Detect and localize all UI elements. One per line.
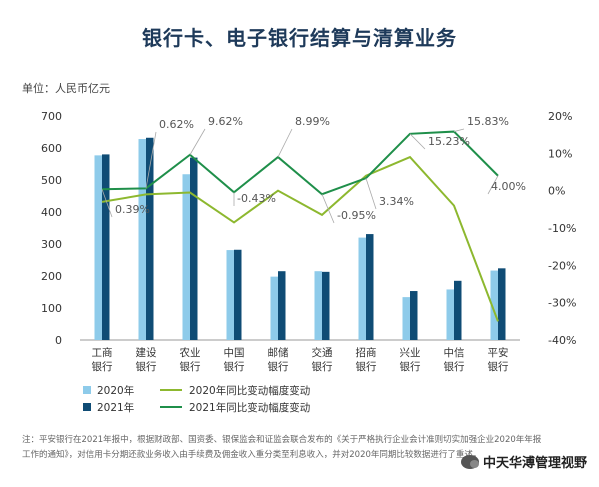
legend-label: 2021年同比变动幅度变动 [189, 401, 310, 414]
bar-2020 [138, 139, 146, 340]
bar-2020 [490, 270, 498, 340]
data-label: 4.00% [491, 180, 526, 193]
x-tick-label: 建设银行 [136, 346, 157, 373]
y-right-tick-label: -10% [548, 222, 576, 235]
y-left-tick-label: 500 [41, 174, 62, 187]
data-label: 15.23% [428, 135, 470, 148]
data-label: -0.95% [337, 209, 376, 222]
bar-2020 [94, 155, 102, 340]
x-tick-label: 农业银行 [180, 346, 201, 373]
bar-2021 [234, 249, 242, 340]
bar-2020 [402, 297, 410, 340]
bar-2021 [146, 137, 154, 340]
y-left-tick-label: 700 [41, 110, 62, 123]
legend-label: 2021年 [97, 401, 134, 414]
data-label-leader [101, 189, 113, 218]
x-tick-label: 招商银行 [356, 346, 377, 373]
bar-2020 [314, 271, 322, 340]
y-right-tick-label: -20% [548, 259, 576, 272]
legend-swatch-2020 [83, 386, 91, 394]
legend-swatch-2021 [83, 403, 91, 411]
y-left-tick-label: 600 [41, 142, 62, 155]
bar-2021 [366, 234, 374, 340]
bar-2021 [278, 271, 286, 340]
data-label-leader [453, 128, 465, 132]
chart-title: 银行卡、电子银行结算与清算业务 [142, 26, 457, 50]
x-tick-label: 邮储银行 [268, 346, 289, 373]
data-label: 8.99% [295, 115, 330, 128]
legend-label: 2020年 [97, 384, 134, 397]
line-2021 [101, 130, 499, 196]
data-label-leader [321, 194, 335, 224]
x-tick-label: 平安银行 [488, 346, 509, 373]
data-label: 15.83% [467, 115, 509, 128]
x-tick-label: 工商银行 [92, 346, 113, 373]
bar-2021 [190, 157, 198, 340]
data-label: 3.34% [379, 195, 414, 208]
x-tick-label: 中信银行 [444, 346, 465, 373]
y-left-tick-label: 200 [41, 270, 62, 283]
bar-2020 [226, 250, 234, 340]
bar-2020 [182, 174, 190, 340]
bar-2021 [102, 154, 110, 340]
line-2020 [101, 155, 499, 322]
y-right-tick-label: 10% [548, 147, 572, 160]
watermark: 中天华溥管理视野 [460, 452, 587, 471]
y-left-tick-label: 100 [41, 302, 62, 315]
unit-label: 单位：人民币亿元 [22, 82, 110, 95]
bar-2020 [270, 276, 278, 340]
combo-chart: 0 100 200 300 400 500 600 700 -40% -30% -20% -10% 0%… [41, 110, 576, 414]
wechat-icon [460, 454, 479, 469]
bar-2020 [446, 289, 454, 340]
data-label-leader [487, 175, 499, 195]
y-right-tick-label: 0% [548, 185, 565, 198]
data-label-leader [277, 128, 293, 158]
bar-2021 [454, 280, 462, 340]
y-right-tick-label: -40% [548, 334, 576, 347]
data-label: 9.62% [208, 115, 243, 128]
legend-label: 2020年同比变动幅度变动 [189, 384, 310, 397]
y-right-tick-label: 20% [548, 110, 572, 123]
data-label-leader [189, 128, 206, 155]
x-tick-label: 兴业银行 [400, 347, 421, 373]
footnote: 注：平安银行在2021年报中，根据财政部、国资委、银保监会和证监会联合发布的《关… [22, 435, 542, 460]
data-label-leader [409, 133, 426, 150]
bar-2021 [498, 268, 506, 340]
x-tick-label: 交通银行 [312, 346, 333, 373]
watermark-text: 中天华溥管理视野 [482, 456, 587, 471]
y-left-tick-label: 400 [41, 206, 62, 219]
data-label: 0.62% [159, 118, 194, 131]
bar-2021 [410, 291, 418, 340]
data-label: 0.39% [115, 203, 150, 216]
bar-2020 [358, 237, 366, 340]
y-left-tick-label: 0 [55, 334, 62, 347]
bar-2021 [322, 271, 330, 340]
x-tick-label: 中国银行 [224, 346, 245, 373]
data-label-leader [145, 131, 157, 189]
data-label: -0.43% [237, 192, 276, 205]
y-left-tick-label: 300 [41, 238, 62, 251]
y-right-tick-label: -30% [548, 297, 576, 310]
data-label-leader [365, 178, 377, 210]
